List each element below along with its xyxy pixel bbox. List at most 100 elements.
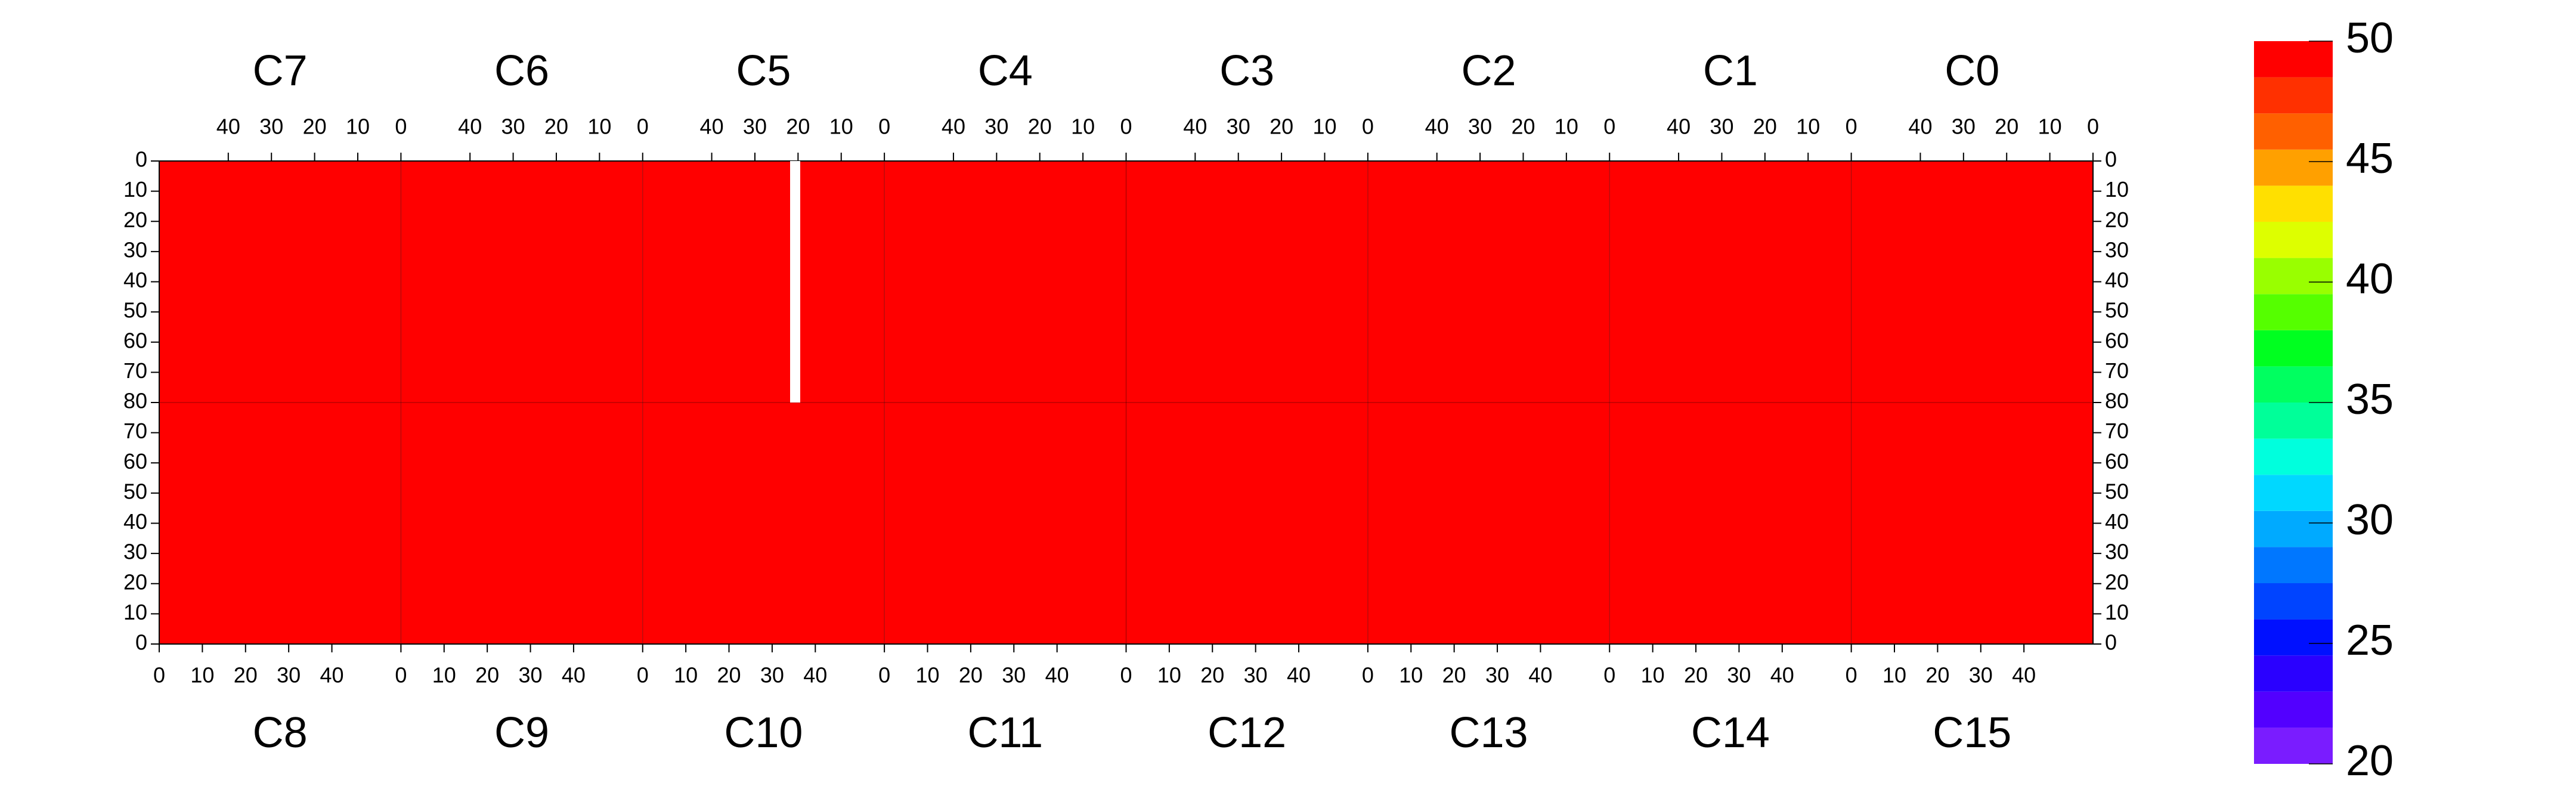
x-tick-label: 30 [1969,663,1993,688]
x-tick-label: 20 [1995,114,2018,139]
y-tick-label: 0 [2105,630,2117,655]
colorbar-band [2254,41,2333,78]
y-tick-label: 60 [123,449,147,473]
x-tick-label: 40 [1770,663,1794,688]
x-tick-label: 20 [234,663,258,688]
x-tick-label: 40 [2012,663,2036,688]
colorbar-tick-label: 30 [2346,496,2394,544]
chip-label: C9 [494,709,549,757]
colorbar-band [2254,113,2333,150]
y-tick-label: 30 [2105,237,2129,262]
x-tick-label: 30 [1727,663,1751,688]
colorbar-band [2254,330,2333,367]
x-tick-label: 0 [1603,663,1615,688]
x-tick-label: 40 [1287,663,1311,688]
y-tick-label: 20 [123,569,147,594]
x-tick-label: 40 [803,663,827,688]
x-tick-label: 40 [1908,114,1932,139]
colorbar-tick-label: 40 [2346,255,2394,303]
y-tick-label: 0 [135,630,147,655]
y-tick-label: 20 [123,208,147,232]
chip-label: C15 [1933,709,2011,757]
x-tick-label: 10 [1555,114,1578,139]
y-tick-label: 10 [2105,177,2129,202]
x-tick-label: 0 [1846,114,1857,139]
x-tick-label: 0 [153,663,165,688]
x-tick-label: 40 [942,114,965,139]
colorbar-band [2254,727,2333,764]
y-tick-label: 60 [123,328,147,352]
y-tick-label: 0 [135,147,147,172]
x-tick-label: 10 [1071,114,1095,139]
x-tick-label: 20 [1925,663,1949,688]
x-tick-label: 30 [1485,663,1509,688]
y-tick-label: 70 [123,419,147,443]
chip-label: C11 [967,709,1043,757]
x-tick-label: 20 [1200,663,1224,688]
chip-cell [159,403,401,644]
x-tick-label: 20 [1511,114,1535,139]
x-tick-label: 20 [1270,114,1293,139]
chip-label: C14 [1691,709,1770,757]
x-tick-label: 0 [878,114,890,139]
colorbar-band [2254,294,2333,330]
x-tick-label: 10 [2038,114,2062,139]
colorbar-band [2254,185,2333,222]
chip-cell [1126,403,1368,644]
y-tick-label: 30 [123,237,147,262]
y-tick-label: 40 [123,268,147,292]
colorbar-tick-label: 35 [2346,376,2394,423]
x-tick-label: 20 [303,114,327,139]
x-tick-label: 20 [717,663,741,688]
masked-column [790,161,800,403]
x-tick-label: 0 [395,114,407,139]
x-tick-label: 30 [1227,114,1250,139]
chip-cell [642,161,885,403]
y-tick-label: 60 [2105,449,2129,473]
x-tick-label: 30 [984,114,1008,139]
x-tick-label: 0 [1603,114,1615,139]
x-tick-label: 20 [544,114,568,139]
x-tick-label: 10 [1796,114,1820,139]
x-tick-label: 40 [1183,114,1207,139]
x-tick-label: 0 [637,663,649,688]
x-tick-label: 20 [959,663,983,688]
colorbar-band [2254,691,2333,728]
chip-cell [884,403,1126,644]
chip-cell [1367,161,1610,403]
y-tick-label: 30 [123,540,147,564]
x-tick-label: 40 [1425,114,1449,139]
y-tick-label: 10 [123,600,147,624]
chip-cell [1367,403,1610,644]
plot-frame [159,160,2094,645]
x-tick-label: 40 [216,114,240,139]
x-tick-label: 20 [1753,114,1777,139]
colorbar-band [2254,222,2333,258]
y-tick-label: 80 [2105,389,2129,413]
colorbar-tick-label: 25 [2346,617,2394,664]
colorbar-band [2254,149,2333,186]
x-tick-label: 10 [1883,663,1906,688]
chip-cell [1851,403,2093,644]
chip-cell [1609,161,1852,403]
x-tick-label: 30 [501,114,525,139]
chip-cell [401,403,643,644]
chip-label: C4 [978,47,1033,95]
colorbar-band [2254,619,2333,656]
y-tick-label: 20 [2105,569,2129,594]
x-tick-label: 30 [1468,114,1492,139]
y-tick-label: 20 [2105,208,2129,232]
x-tick-label: 20 [1684,663,1708,688]
colorbar-band [2254,510,2333,547]
x-tick-label: 0 [1120,663,1132,688]
x-tick-label: 0 [1362,663,1374,688]
colorbar-band [2254,475,2333,511]
chip-cell [1851,161,2093,403]
colorbar-band [2254,258,2333,295]
x-tick-label: 40 [562,663,586,688]
x-tick-label: 0 [1846,663,1857,688]
colorbar-band [2254,438,2333,475]
chip-label: C12 [1208,709,1286,757]
